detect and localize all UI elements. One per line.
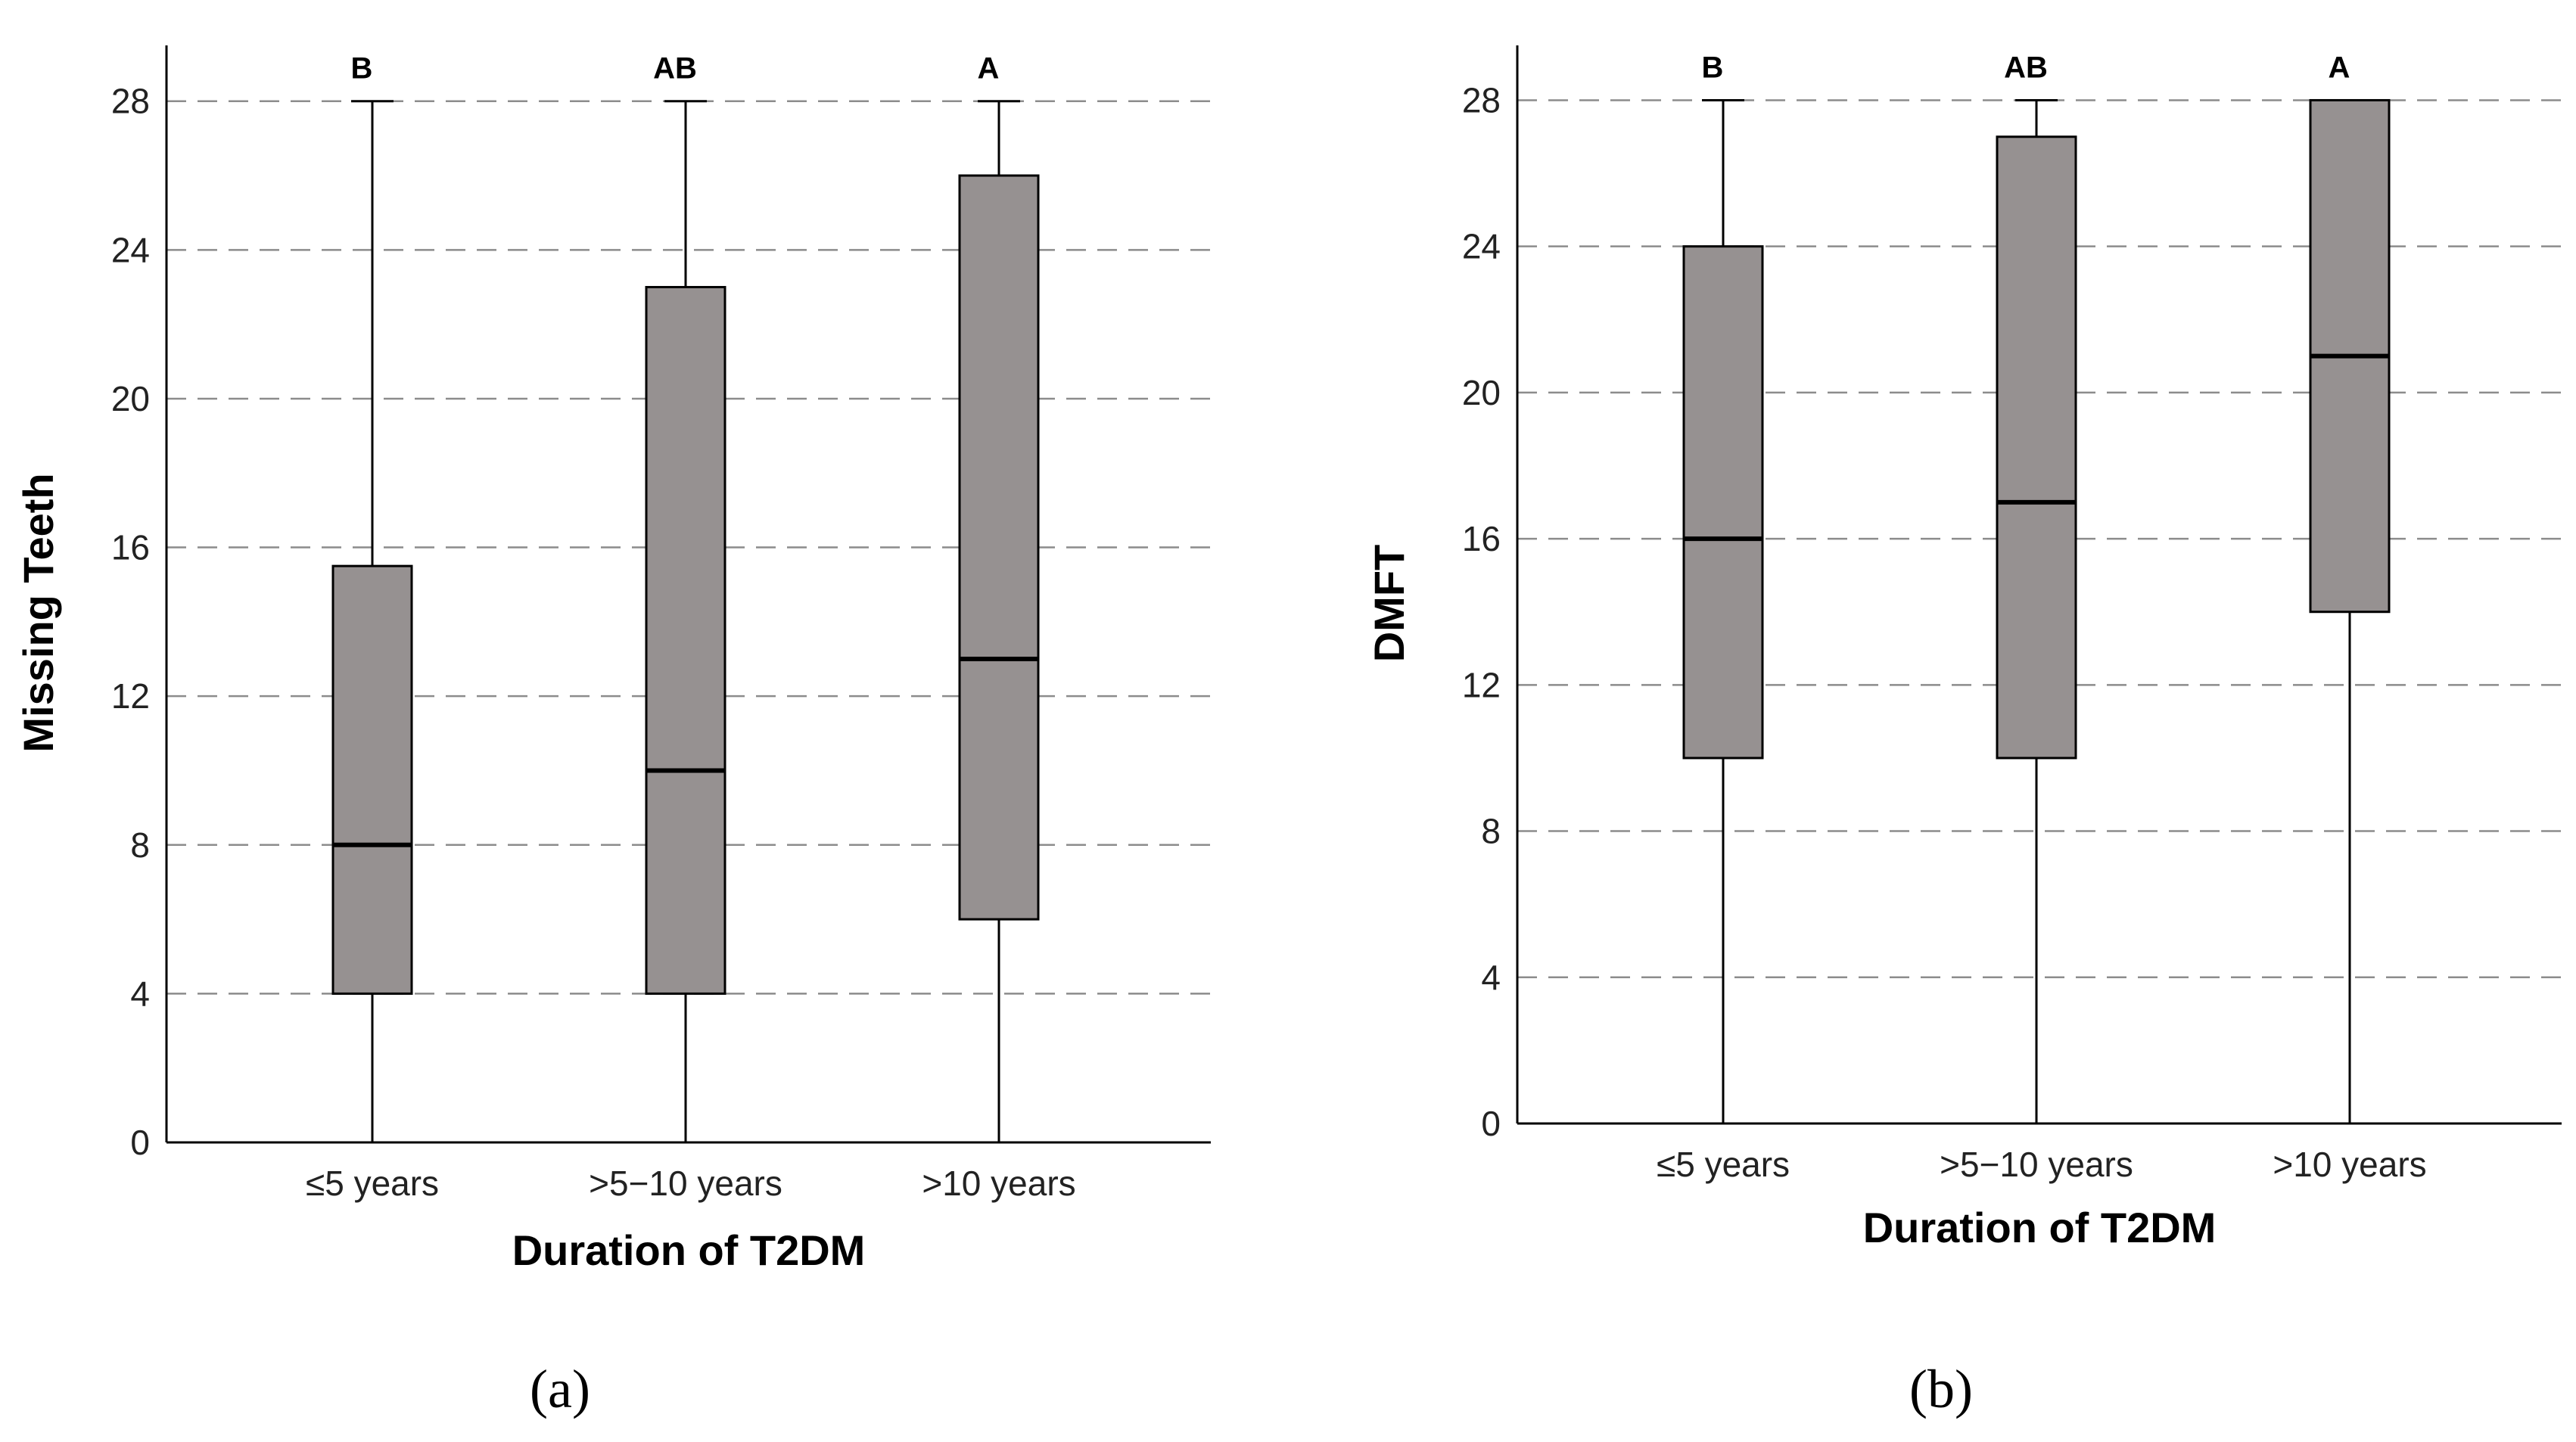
x-axis-title: Duration of T2DM bbox=[1863, 1204, 2217, 1251]
panel-label: (a) bbox=[530, 1359, 590, 1419]
y-tick-label: 20 bbox=[111, 379, 150, 418]
box-group: AB bbox=[1996, 51, 2077, 1123]
box bbox=[331, 564, 413, 995]
panel-label: (b) bbox=[1909, 1359, 1973, 1419]
y-axis-title: Missing Teeth bbox=[14, 473, 62, 752]
y-tick-label: 12 bbox=[1462, 665, 1501, 704]
y-tick-label: 16 bbox=[1462, 519, 1501, 558]
box bbox=[1682, 245, 1764, 760]
box-group: AB bbox=[645, 52, 726, 1142]
y-tick-label: 4 bbox=[1481, 958, 1501, 997]
significance-label: A bbox=[978, 52, 1000, 85]
significance-label: B bbox=[1702, 51, 1724, 84]
y-tick-label: 24 bbox=[1462, 227, 1501, 266]
x-tick-label: >10 years bbox=[922, 1164, 1075, 1203]
box-group: A bbox=[2309, 51, 2391, 1123]
y-tick-label: 28 bbox=[111, 82, 150, 121]
x-tick-label: >5−10 years bbox=[589, 1164, 782, 1203]
box bbox=[645, 285, 726, 995]
box-group: B bbox=[331, 52, 413, 1142]
box bbox=[958, 174, 1040, 921]
x-tick-label: ≤5 years bbox=[1657, 1145, 1790, 1184]
box-group: B bbox=[1682, 51, 1764, 1123]
y-tick-label: 12 bbox=[111, 676, 150, 716]
y-tick-label: 8 bbox=[1481, 812, 1501, 851]
significance-label: B bbox=[351, 52, 373, 85]
significance-label: AB bbox=[2004, 51, 2048, 84]
box-group: A bbox=[958, 52, 1040, 1142]
y-tick-label: 16 bbox=[111, 528, 150, 567]
y-axis-title: DMFT bbox=[1365, 545, 1413, 663]
y-tick-label: 0 bbox=[1481, 1104, 1501, 1143]
x-tick-label: ≤5 years bbox=[306, 1164, 439, 1203]
y-tick-label: 4 bbox=[130, 974, 150, 1013]
significance-label: AB bbox=[653, 52, 697, 85]
panel-a-chart: 0 4 8 12 16 20 24 28 B ≤5 years AB >5−10 years A >10 … bbox=[14, 45, 1211, 1419]
y-tick-label: 28 bbox=[1462, 80, 1501, 120]
x-tick-label: >10 years bbox=[2273, 1145, 2426, 1184]
box bbox=[1996, 135, 2077, 760]
y-tick-label: 20 bbox=[1462, 373, 1501, 412]
significance-label: A bbox=[2329, 51, 2350, 84]
x-axis-title: Duration of T2DM bbox=[512, 1226, 866, 1274]
y-tick-label: 24 bbox=[111, 230, 150, 269]
y-tick-label: 8 bbox=[130, 825, 150, 865]
y-tick-label: 0 bbox=[130, 1123, 150, 1162]
panel-b-chart: 0 4 8 12 16 20 24 28 B ≤5 years AB >5−10 years A >10 … bbox=[1365, 45, 2562, 1419]
x-tick-label: >5−10 years bbox=[1940, 1145, 2133, 1184]
